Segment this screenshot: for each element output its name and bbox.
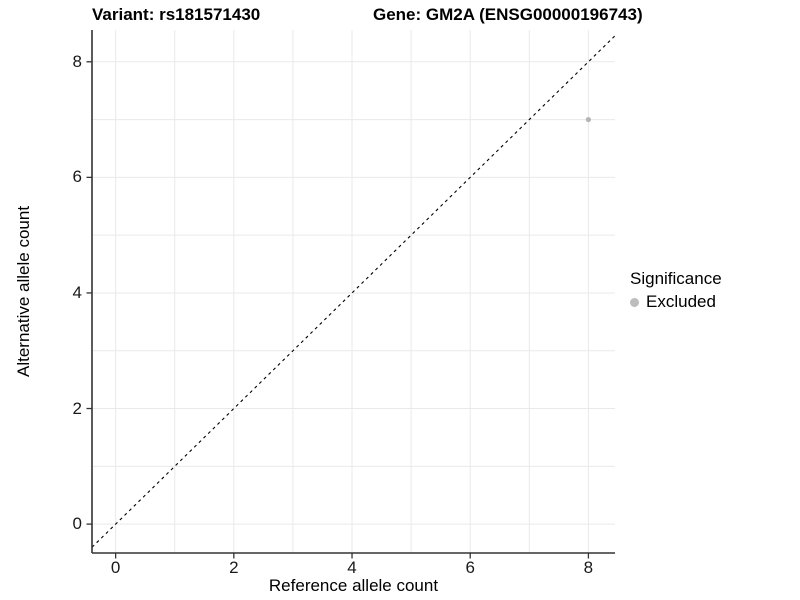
data-point — [585, 116, 592, 123]
y-axis-title: Alternative allele count — [14, 205, 33, 378]
legend-item-excluded: Excluded — [630, 292, 722, 312]
legend-key-dot-icon — [630, 297, 639, 307]
y-tick-label: 4 — [72, 282, 82, 302]
x-tick-label: 6 — [465, 558, 475, 577]
x-tick-label: 4 — [347, 558, 357, 577]
y-tick-label: 0 — [72, 514, 82, 534]
x-tick-label: 0 — [110, 558, 121, 577]
variant-title: Variant: rs181571430 — [92, 5, 261, 24]
y-tick-label: 2 — [72, 398, 82, 418]
x-axis-title: Reference allele count — [268, 576, 439, 595]
gene-title: Gene: GM2A (ENSG00000196743) — [373, 5, 643, 24]
legend-item-label: Excluded — [646, 292, 716, 311]
x-tick-label: 8 — [583, 558, 594, 577]
identity-dashed-line — [91, 35, 616, 548]
y-tick-label: 6 — [72, 167, 82, 187]
legend: Significance Excluded — [630, 269, 722, 312]
x-tick-label: 2 — [229, 558, 239, 577]
y-tick-label: 8 — [72, 51, 82, 71]
legend-title: Significance — [630, 269, 722, 288]
